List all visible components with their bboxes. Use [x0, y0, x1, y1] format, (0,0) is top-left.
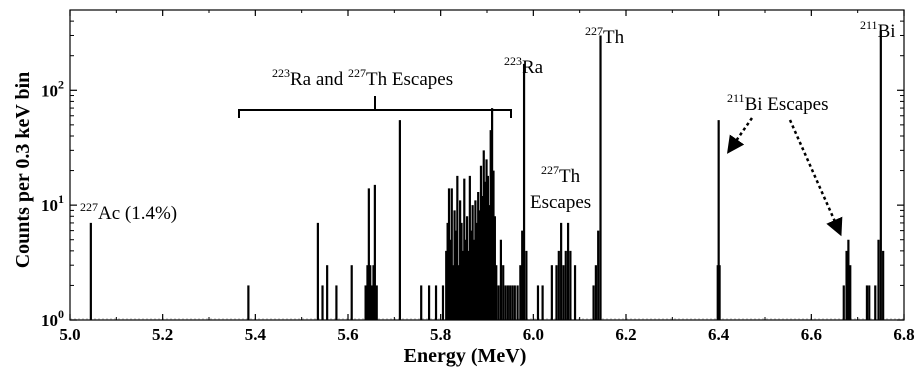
x-tick-label: 5.4 [245, 325, 267, 344]
x-tick-label: 6.4 [708, 325, 730, 344]
y-tick-label: 102 [41, 77, 64, 100]
y-axis-title: Counts per 0.3 keV bin [12, 72, 34, 269]
escape-range-bracket [238, 96, 512, 118]
annotation-ra223: 223Ra [504, 54, 544, 78]
spectrum-bars [89, 30, 885, 320]
x-tick-label: 5.2 [152, 325, 173, 344]
x-tick-label: 5.8 [430, 325, 451, 344]
x-tick-label: 6.8 [893, 325, 914, 344]
x-axis-ticks: 5.0 5.2 5.4 5.6 5.8 6.0 6.2 6.4 6.6 6.8 [59, 10, 915, 344]
annotation-th227-escapes-line1: 227Th [541, 163, 581, 187]
y-axis-ticks: 100 101 102 [41, 9, 904, 330]
y-tick-label: 100 [41, 307, 64, 330]
x-tick-label: 6.6 [801, 325, 822, 344]
x-tick-label: 5.6 [337, 325, 358, 344]
annotation-th227-escapes-line2: Escapes [530, 192, 591, 213]
annotation-bi211: 211Bi [860, 18, 896, 42]
x-tick-label: 5.0 [59, 325, 80, 344]
annotation-ac227: 227Ac (1.4%) [80, 200, 177, 224]
x-tick-label: 6.0 [523, 325, 544, 344]
x-tick-label: 6.2 [615, 325, 636, 344]
y-tick-label: 101 [41, 192, 64, 215]
escape-arrow-right [788, 119, 843, 237]
annotation-th227: 227Th [585, 24, 625, 48]
annotation-ra-th-escapes: 223Ra and 227Th Escapes [272, 66, 453, 90]
escape-arrow-left [726, 117, 754, 154]
annotation-bi211-escapes: 211Bi Escapes [727, 91, 828, 115]
x-axis-title: Energy (MeV) [404, 345, 527, 367]
